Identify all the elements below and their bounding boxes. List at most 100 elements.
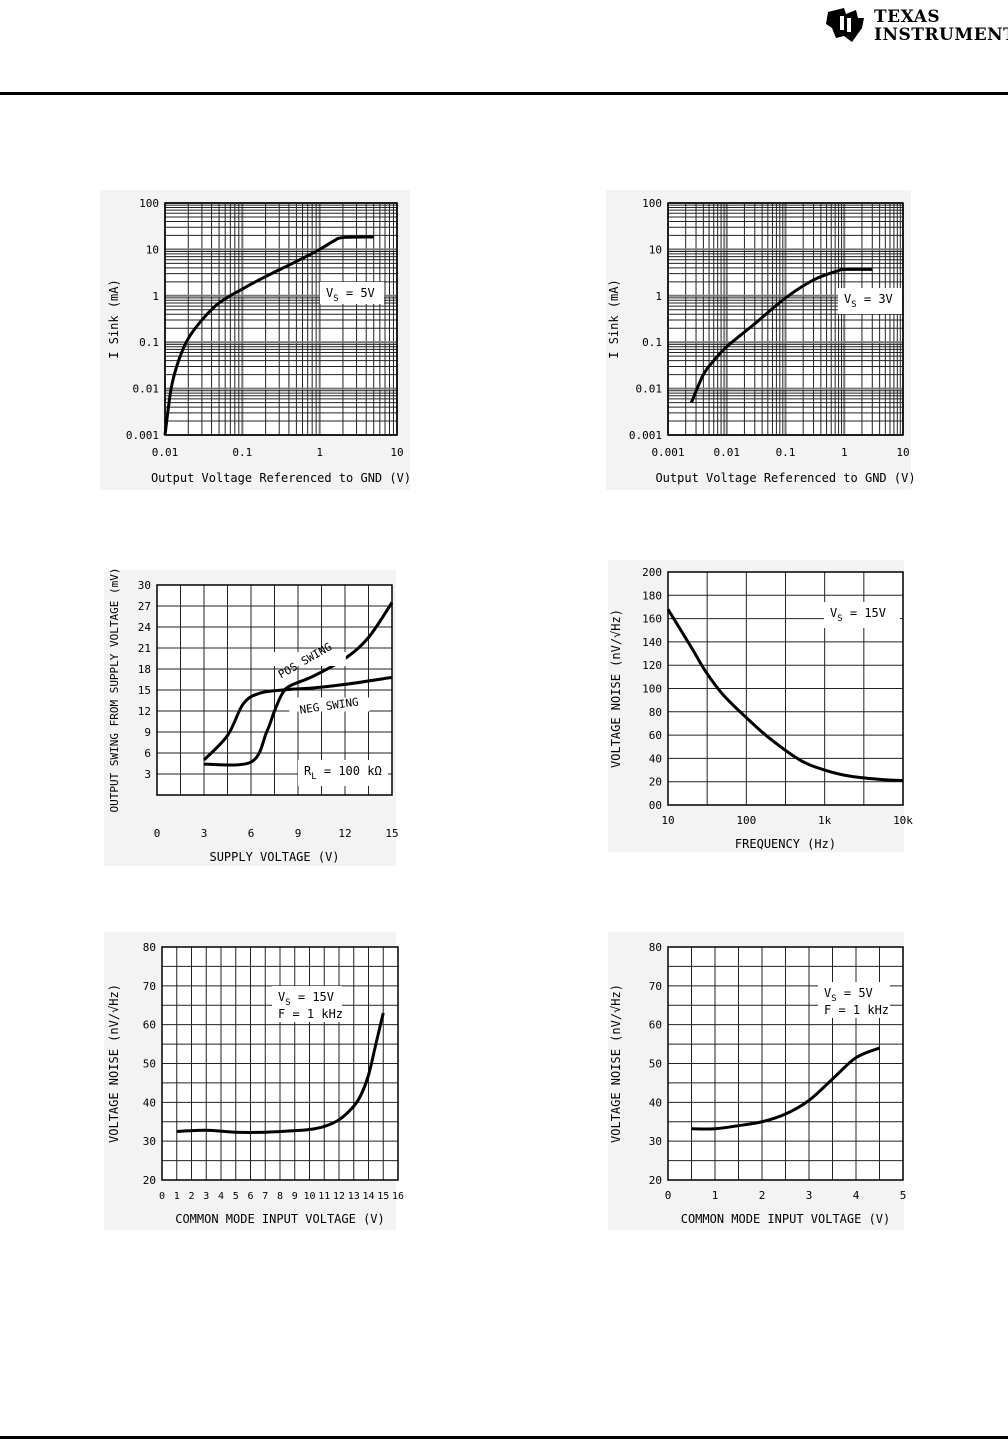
y-tick-label: 30 xyxy=(138,579,151,592)
chart-4: 10 100 1k 10k 00 20 40 60 80 100 120 140 160 180 200 FR… xyxy=(608,560,913,852)
y-tick-label: 00 xyxy=(649,799,662,812)
x-axis-label: SUPPLY VOLTAGE (V) xyxy=(209,850,339,864)
x-tick-label: 6 xyxy=(247,1191,253,1202)
x-tick-label: 12 xyxy=(338,827,351,840)
y-tick-label: 100 xyxy=(642,683,662,696)
annotation-sub: S xyxy=(831,994,836,1004)
annotation-text: VS = 15V xyxy=(830,606,886,624)
x-axis-label: FREQUENCY (Hz) xyxy=(735,837,836,851)
series-line-2 xyxy=(202,675,393,762)
y-tick-label: 0.01 xyxy=(636,383,663,396)
annotation-rest: = 5V xyxy=(339,286,375,300)
plot-frame xyxy=(667,571,904,806)
x-tick-label: 1 xyxy=(174,1191,180,1202)
x-tick-label: 0.1 xyxy=(232,446,252,459)
y-tick-label: 12 xyxy=(138,705,151,718)
annotation-box xyxy=(298,760,388,786)
y-tick-label: 80 xyxy=(649,941,662,954)
y-tick-label: 70 xyxy=(649,980,662,993)
annotation-rest: = 5V xyxy=(837,986,873,1000)
annotation-text: VS = 3V xyxy=(844,292,893,310)
y-tick-label: 120 xyxy=(642,659,662,672)
x-tick-label: 15 xyxy=(385,827,398,840)
ti-logo: TEXAS INSTRUMENTS xyxy=(822,4,1008,50)
y-tick-label: 100 xyxy=(139,197,159,210)
y-tick-label: 60 xyxy=(649,1019,662,1032)
y-tick-label: 60 xyxy=(649,729,662,742)
y-axis-label: I Sink (mA) xyxy=(107,279,121,358)
ti-logo-text: TEXAS INSTRUMENTS xyxy=(874,8,1008,44)
ti-logo-icon xyxy=(826,8,864,42)
x-tick-label: 9 xyxy=(295,827,302,840)
annotation-main: V xyxy=(844,292,851,306)
y-tick-label: 1 xyxy=(152,290,159,303)
y-tick-label: 20 xyxy=(649,1174,662,1187)
y-tick-label: 50 xyxy=(143,1058,156,1071)
annotation-main: V xyxy=(278,990,285,1004)
annotation-text: VS = 5V xyxy=(326,286,375,304)
chart-1: 0.01 0.1 1 10 0.001 0.01 0.1 1 10 100 Output Volta… xyxy=(100,190,411,490)
x-tick-label: 0 xyxy=(665,1189,672,1202)
series-label-bg xyxy=(289,697,370,712)
logo-line-2: INSTRUMENTS xyxy=(874,25,1008,45)
y-tick-label: 3 xyxy=(144,768,151,781)
y-tick-label: 9 xyxy=(144,726,151,739)
y-axis-label: VOLTAGE NOISE (nV/√Hz) xyxy=(107,984,121,1143)
chart-3: 0 3 6 9 12 15 3 6 9 12 15 18 21 24 27 30 SUPPLY VOLTAGE … xyxy=(104,567,399,866)
y-tick-label: 40 xyxy=(649,752,662,765)
y-tick-label: 140 xyxy=(642,636,662,649)
annotation-text: VS = 5V xyxy=(824,986,873,1004)
y-tick-label: 0.001 xyxy=(629,429,662,442)
x-tick-label: 13 xyxy=(348,1191,360,1202)
y-tick-label: 0.001 xyxy=(126,429,159,442)
annotation-line2: F = 1 kHz xyxy=(824,1003,889,1017)
x-tick-label: 0.01 xyxy=(152,446,179,459)
x-tick-label: 10 xyxy=(303,1191,315,1202)
plot-frame xyxy=(161,946,399,1181)
annotation-main: V xyxy=(326,286,333,300)
series-line-1 xyxy=(176,1012,385,1134)
series-line-1 xyxy=(690,267,873,404)
series-line-1 xyxy=(666,608,904,783)
y-axis-label: VOLTAGE NOISE (nV/√Hz) xyxy=(609,609,623,768)
x-tick-label: 8 xyxy=(277,1191,283,1202)
x-tick-label: 100 xyxy=(736,814,756,827)
x-tick-label: 11 xyxy=(318,1191,330,1202)
series-line-1 xyxy=(163,235,374,436)
y-tick-label: 0.01 xyxy=(133,383,160,396)
y-tick-label: 80 xyxy=(649,706,662,719)
annotation-box xyxy=(320,282,384,304)
y-tick-label: 20 xyxy=(649,776,662,789)
y-tick-label: 0.1 xyxy=(642,336,662,349)
annotation-line2: F = 1 kHz xyxy=(278,1007,343,1021)
x-tick-label: 3 xyxy=(203,1191,209,1202)
annotation-sub: S xyxy=(333,294,338,304)
y-tick-label: 200 xyxy=(642,566,662,579)
y-tick-label: 27 xyxy=(138,600,151,613)
annotation-rest: = 3V xyxy=(857,292,893,306)
annotation-main: V xyxy=(824,986,831,1000)
x-tick-label: 0.01 xyxy=(714,446,741,459)
y-tick-label: 21 xyxy=(138,642,151,655)
annotation-text: RL = 100 kΩ xyxy=(304,764,382,782)
annotation-main: V xyxy=(830,606,837,620)
plot-frame xyxy=(164,202,398,436)
series-label-bg xyxy=(265,652,346,666)
y-axis-label: I Sink (mA) xyxy=(607,279,621,358)
y-tick-label: 40 xyxy=(649,1096,662,1109)
x-tick-label: 15 xyxy=(377,1191,389,1202)
y-tick-label: 6 xyxy=(144,747,151,760)
x-tick-label: 5 xyxy=(900,1189,907,1202)
annotation-rest: = 15V xyxy=(291,990,334,1004)
annotation-box xyxy=(272,986,342,1022)
x-tick-label: 2 xyxy=(759,1189,766,1202)
y-tick-label: 160 xyxy=(642,613,662,626)
annotation-box xyxy=(824,602,900,628)
plot-frame xyxy=(667,946,904,1181)
x-tick-label: 4 xyxy=(218,1191,224,1202)
x-tick-label: 7 xyxy=(262,1191,268,1202)
chart-5: 0 1 2 3 4 5 6 7 8 9 10 11 12 13 14 15 1620304050607080CO… xyxy=(104,932,404,1230)
annotation-rest: = 15V xyxy=(843,606,886,620)
